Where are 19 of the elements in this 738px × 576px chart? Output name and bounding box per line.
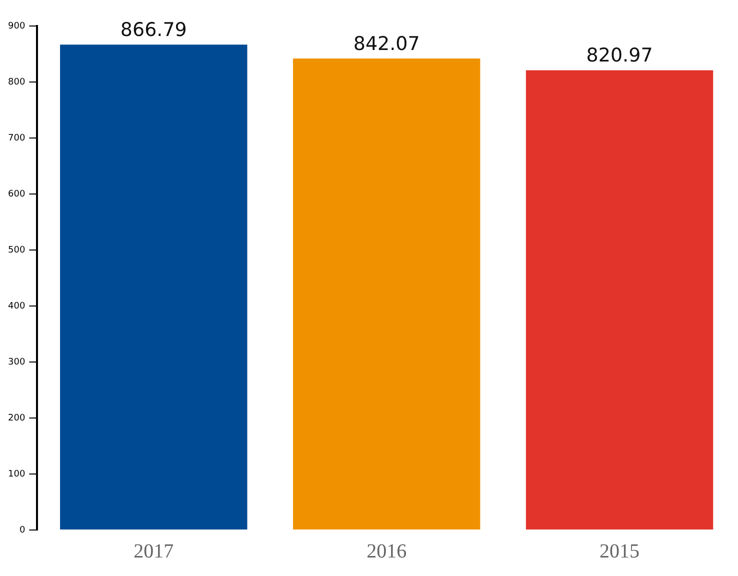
x-tick-label: 2017 (134, 540, 174, 562)
y-tick-label: 0 (19, 525, 26, 536)
bar (292, 58, 480, 530)
bar (60, 44, 248, 530)
y-tick-label: 500 (8, 245, 26, 256)
x-tick-label: 2016 (366, 540, 407, 562)
x-tick-label: 2015 (600, 540, 640, 562)
y-tick-label: 100 (8, 469, 26, 480)
data-label: 820.97 (586, 44, 653, 67)
y-tick-label: 300 (8, 357, 26, 368)
y-tick-label: 600 (8, 189, 26, 200)
y-tick-label: 900 (8, 21, 26, 32)
y-tick-label: 700 (8, 133, 26, 144)
data-label: 866.79 (120, 19, 187, 42)
data-label: 842.07 (353, 32, 420, 55)
y-tick-label: 800 (8, 77, 26, 88)
y-tick-label: 400 (8, 301, 26, 312)
y-tick-label: 200 (8, 413, 26, 424)
bar (526, 70, 714, 530)
